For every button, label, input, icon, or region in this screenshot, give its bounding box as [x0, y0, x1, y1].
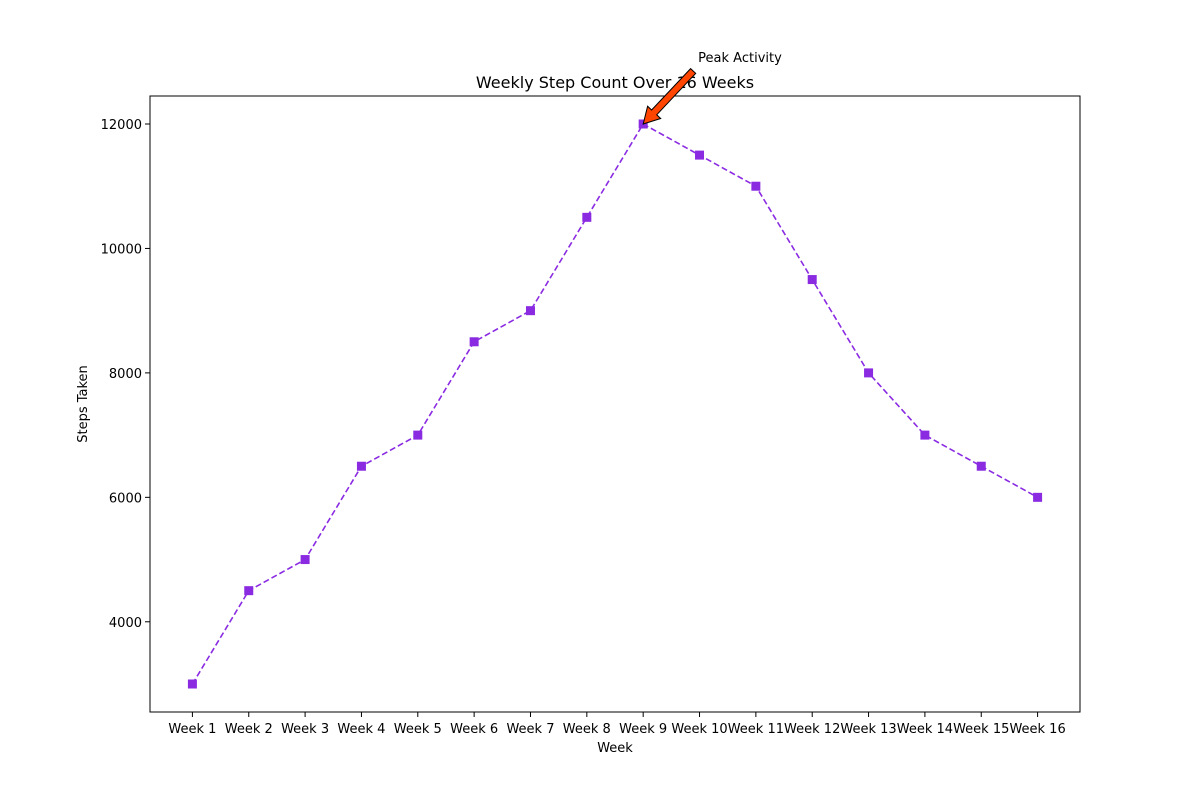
peak-annotation: Peak Activity — [642, 51, 782, 125]
data-point-marker — [920, 430, 930, 440]
x-tick-label: Week 5 — [394, 722, 442, 737]
data-point-marker — [807, 275, 817, 285]
x-tick-label: Week 9 — [619, 722, 667, 737]
data-point-marker — [695, 150, 705, 160]
x-tick-label: Week 1 — [168, 722, 216, 737]
x-tick-label: Week 4 — [337, 722, 385, 737]
x-axis-title: Week — [597, 741, 633, 756]
x-tick-label: Week 3 — [281, 722, 329, 737]
series-line — [191, 122, 1038, 685]
x-tick-label: Week 12 — [784, 722, 840, 737]
y-tick-label: 10000 — [101, 242, 142, 257]
data-point-marker — [413, 430, 423, 440]
x-axis: Week 1 Week 2 Week 3 Week 4 Week 5 Week 6 Week… — [168, 712, 1066, 737]
data-point-marker — [525, 306, 535, 316]
series-markers — [187, 119, 1043, 689]
data-point-marker — [300, 555, 310, 565]
data-point-marker — [356, 461, 366, 471]
x-tick-label: Week 15 — [953, 722, 1009, 737]
data-point-marker — [976, 461, 986, 471]
data-point-marker — [1033, 492, 1043, 502]
y-tick-label: 4000 — [109, 616, 142, 631]
annotation-arrow — [642, 67, 697, 125]
data-point-marker — [751, 181, 761, 191]
x-tick-label: Week 16 — [1009, 722, 1065, 737]
x-tick-label: Week 13 — [840, 722, 896, 737]
x-tick-label: Week 6 — [450, 722, 498, 737]
data-point-marker — [469, 337, 479, 347]
x-tick-label: Week 11 — [728, 722, 784, 737]
data-point-marker — [864, 368, 874, 378]
y-axis: 4000 6000 8000 10000 12000 — [101, 118, 150, 631]
data-point-marker — [244, 586, 254, 596]
x-tick-label: Week 8 — [563, 722, 611, 737]
data-point-marker — [187, 679, 197, 689]
y-tick-label: 8000 — [109, 367, 142, 382]
plot-frame — [149, 95, 1081, 713]
x-tick-label: Week 14 — [897, 722, 953, 737]
x-tick-label: Week 10 — [671, 722, 727, 737]
data-point-marker — [582, 212, 592, 222]
annotation-label: Peak Activity — [698, 51, 782, 66]
y-axis-title: Steps Taken — [76, 365, 91, 443]
x-tick-label: Week 7 — [506, 722, 554, 737]
y-tick-label: 12000 — [101, 118, 142, 133]
x-tick-label: Week 2 — [225, 722, 273, 737]
y-tick-label: 6000 — [109, 491, 142, 506]
chart-title: Weekly Step Count Over 16 Weeks — [476, 73, 754, 92]
